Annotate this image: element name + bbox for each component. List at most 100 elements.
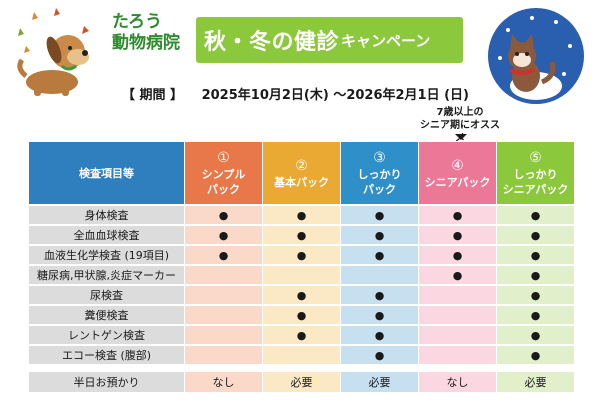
plan-cell-5: ● bbox=[497, 326, 574, 344]
plan-cell-5: ● bbox=[497, 286, 574, 304]
row-label: 身体検査 bbox=[29, 206, 184, 224]
plan-cell-2: ● bbox=[263, 226, 340, 244]
plan-cell-1 bbox=[185, 306, 262, 324]
plan-header-3: ③ しっかり パック bbox=[341, 142, 418, 204]
plan-cell-2: ● bbox=[263, 326, 340, 344]
plan-name-line1: しっかり bbox=[357, 168, 402, 181]
table-row: 糖尿病,甲状腺,炎症マーカー ● ● bbox=[29, 266, 574, 284]
plan-cell-1 bbox=[185, 286, 262, 304]
plan-cell-1 bbox=[185, 326, 262, 344]
spacer-cell bbox=[263, 366, 340, 370]
plan-cell-2: ● bbox=[263, 206, 340, 224]
plan-name-line1: 基本パック bbox=[274, 175, 329, 189]
plan-cell-5: ● bbox=[497, 266, 574, 284]
stay-cell-1: なし bbox=[185, 372, 262, 392]
table-row: 身体検査 ● ● ● ● ● bbox=[29, 206, 574, 224]
plan-cell-3: ● bbox=[341, 346, 418, 364]
row-label: 全血血球検査 bbox=[29, 226, 184, 244]
plan-cell-3 bbox=[341, 266, 418, 284]
plan-name-line1: しっかり bbox=[513, 168, 558, 181]
plan-number: ① bbox=[217, 150, 230, 166]
plan-cell-1 bbox=[185, 346, 262, 364]
row-label: エコー検査 (腹部) bbox=[29, 346, 184, 364]
spacer-cell bbox=[29, 366, 184, 370]
callout-line1: 7歳以上の bbox=[436, 107, 484, 118]
banner-title-main: 秋・冬の健診 bbox=[204, 30, 340, 55]
plan-cell-4: ● bbox=[419, 246, 496, 264]
plan-number: ② bbox=[295, 157, 308, 174]
spacer-cell bbox=[419, 366, 496, 370]
row-label: 糞便検査 bbox=[29, 306, 184, 324]
period-range: 2025年10月2日(木) ～2026年2月1日 (日) bbox=[201, 88, 470, 103]
callout-arrow-icon bbox=[455, 134, 467, 140]
stay-cell-5: 必要 bbox=[497, 372, 574, 392]
plan-cell-2: ● bbox=[263, 246, 340, 264]
column-header-items: 検査項目等 bbox=[29, 142, 184, 204]
spacer-cell bbox=[341, 366, 418, 370]
table-row: 糞便検査 ● ● ● bbox=[29, 306, 574, 324]
stay-cell-2: 必要 bbox=[263, 372, 340, 392]
plan-cell-3: ● bbox=[341, 206, 418, 224]
plan-header-1: ① シンプル パック bbox=[185, 142, 262, 204]
plan-number: ⑤ bbox=[529, 150, 542, 166]
plan-name-line2: パック bbox=[363, 183, 396, 196]
plan-cell-1: ● bbox=[185, 246, 262, 264]
plan-number: ④ bbox=[451, 157, 464, 174]
plan-cell-2 bbox=[263, 346, 340, 364]
plan-cell-4 bbox=[419, 306, 496, 324]
plan-cell-4 bbox=[419, 326, 496, 344]
table-row: 尿検査 ● ● ● bbox=[29, 286, 574, 304]
plan-cell-2 bbox=[263, 266, 340, 284]
row-label: 尿検査 bbox=[29, 286, 184, 304]
plan-cell-1: ● bbox=[185, 226, 262, 244]
plan-cell-5: ● bbox=[497, 226, 574, 244]
spacer-cell bbox=[497, 366, 574, 370]
row-label: 半日お預かり bbox=[29, 372, 184, 392]
row-label: 血液生化学検査 (19項目) bbox=[29, 246, 184, 264]
plan-cell-1 bbox=[185, 266, 262, 284]
table-row: 全血血球検査 ● ● ● ● ● bbox=[29, 226, 574, 244]
plan-name-line1: シンプル bbox=[201, 168, 246, 181]
plan-cell-3: ● bbox=[341, 326, 418, 344]
plan-number: ③ bbox=[373, 150, 386, 166]
plan-cell-1: ● bbox=[185, 206, 262, 224]
dog-illustration-icon bbox=[14, 6, 114, 102]
plan-cell-4: ● bbox=[419, 266, 496, 284]
plan-cell-3: ● bbox=[341, 306, 418, 324]
plan-cell-5: ● bbox=[497, 346, 574, 364]
plan-cell-3: ● bbox=[341, 286, 418, 304]
checkup-plan-table: 検査項目等 ① シンプル パック ② 基本パック ③ しっかり パック ④ シニ… bbox=[28, 140, 575, 394]
cat-illustration-icon bbox=[486, 6, 586, 106]
row-label: 糖尿病,甲状腺,炎症マーカー bbox=[29, 266, 184, 284]
campaign-period: 【 期間 】 2025年10月2日(木) ～2026年2月1日 (日) bbox=[122, 84, 469, 103]
plan-cell-3: ● bbox=[341, 226, 418, 244]
plan-header-4: ④ シニアパック bbox=[419, 142, 496, 204]
row-spacer bbox=[29, 366, 574, 370]
plan-cell-5: ● bbox=[497, 306, 574, 324]
plan-cell-4: ● bbox=[419, 206, 496, 224]
plan-cell-4: ● bbox=[419, 226, 496, 244]
spacer-cell bbox=[185, 366, 262, 370]
plan-cell-4 bbox=[419, 286, 496, 304]
clinic-name-line2: 動物病院 bbox=[112, 33, 180, 53]
plan-name-line2: シニアパック bbox=[502, 183, 569, 196]
plan-cell-2: ● bbox=[263, 286, 340, 304]
plan-header-5: ⑤ しっかり シニアパック bbox=[497, 142, 574, 204]
table-row: 血液生化学検査 (19項目) ● ● ● ● ● bbox=[29, 246, 574, 264]
plan-name-line1: シニアパック bbox=[424, 175, 491, 189]
banner-title-sub: キャンペーン bbox=[341, 31, 431, 50]
plan-cell-5: ● bbox=[497, 206, 574, 224]
clinic-name: たろう 動物病院 bbox=[112, 12, 202, 54]
table-row-stay: 半日お預かり なし 必要 必要 なし 必要 bbox=[29, 372, 574, 392]
clinic-name-line1: たろう bbox=[112, 12, 162, 32]
table-header-row: 検査項目等 ① シンプル パック ② 基本パック ③ しっかり パック ④ シニ… bbox=[29, 142, 574, 204]
row-label: レントゲン検査 bbox=[29, 326, 184, 344]
plan-cell-2: ● bbox=[263, 306, 340, 324]
table-row: エコー検査 (腹部) ● ● bbox=[29, 346, 574, 364]
period-label: 【 期間 】 bbox=[122, 88, 184, 103]
stay-cell-3: 必要 bbox=[341, 372, 418, 392]
stay-cell-4: なし bbox=[419, 372, 496, 392]
plan-name-line2: パック bbox=[207, 183, 240, 196]
plan-cell-3: ● bbox=[341, 246, 418, 264]
campaign-banner: 秋・冬の健診 キャンペーン bbox=[196, 17, 463, 63]
